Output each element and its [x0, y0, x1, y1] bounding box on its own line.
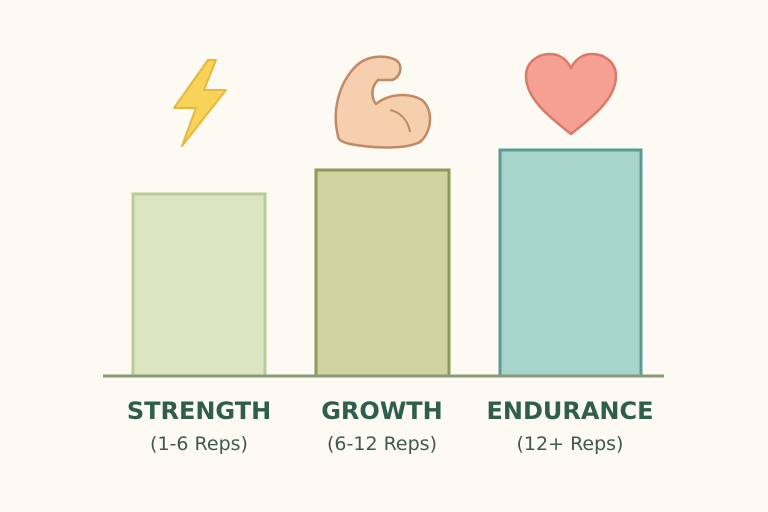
bar [314, 168, 451, 378]
bar [131, 192, 267, 378]
category-subtitle: (6-12 Reps) [327, 433, 437, 455]
category-subtitle: (1-6 Reps) [150, 433, 248, 455]
muscle-detail [389, 109, 411, 133]
category-label: GROWTH [321, 397, 443, 425]
bar [498, 148, 643, 378]
category-label: ENDURANCE [486, 397, 653, 425]
lightning-icon [173, 59, 227, 147]
category-label: STRENGTH [127, 397, 271, 425]
category-subtitle: (12+ Reps) [517, 433, 624, 455]
heart-icon [524, 52, 618, 136]
muscle-icon [334, 55, 432, 149]
